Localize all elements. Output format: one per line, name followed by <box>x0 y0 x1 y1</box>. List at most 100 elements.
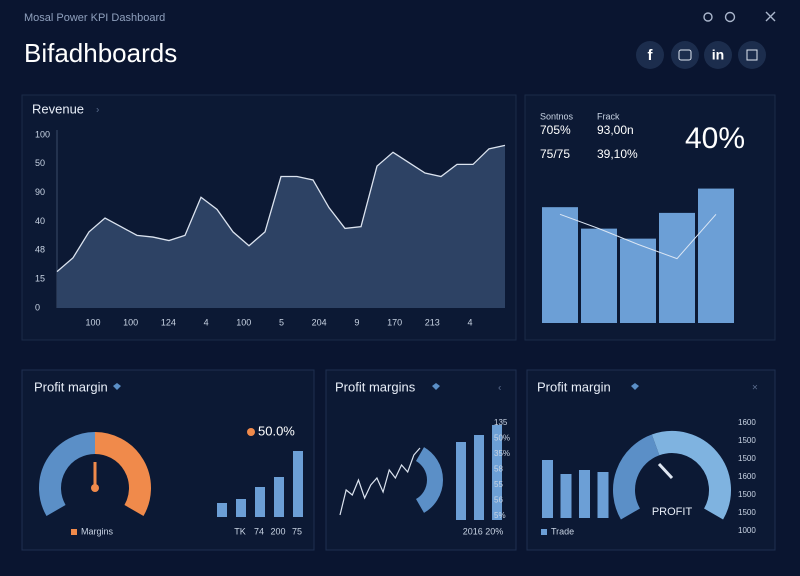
caption: 2016 20% <box>463 526 504 536</box>
bar <box>542 207 578 323</box>
y-tick-label: 1600 <box>738 472 756 481</box>
y-tick-label: 1500 <box>738 508 756 517</box>
x-tick-label: 170 <box>387 317 402 327</box>
legend-swatch <box>541 529 547 535</box>
bar <box>236 499 246 517</box>
bar <box>581 228 617 323</box>
bar-label: 200 <box>270 526 285 536</box>
gauge-arc <box>613 434 660 520</box>
bar <box>620 238 656 323</box>
x-tick-label: 9 <box>354 317 359 327</box>
social: f in <box>636 41 766 69</box>
bar-label: 75 <box>292 526 302 536</box>
y-tick-label: 0 <box>35 302 40 312</box>
y-tick-label: 58 <box>494 465 503 474</box>
y-tick-label: 5% <box>494 511 506 520</box>
y-tick-label: 56 <box>494 496 503 505</box>
bar <box>560 474 572 518</box>
y-tick-label: 50% <box>494 434 510 443</box>
top-icons <box>703 11 776 23</box>
x-tick-label: 4 <box>204 317 209 327</box>
bar <box>293 451 303 517</box>
subtitle: Mosal Power KPI Dashboard <box>24 12 165 24</box>
gauge-arc <box>39 432 96 516</box>
x-tick-label: 100 <box>123 317 138 327</box>
social-label: f <box>648 47 654 64</box>
bar <box>274 477 284 517</box>
x-tick-label: 204 <box>312 317 327 327</box>
line <box>56 144 506 273</box>
bar <box>579 470 590 518</box>
cell: 75/75 <box>540 147 570 161</box>
x-tick-label: 100 <box>85 317 100 327</box>
y-tick-label: 90 <box>35 187 45 197</box>
y-tick-label: 1600 <box>738 418 756 427</box>
gauge-value <box>94 432 151 516</box>
gauge-needle <box>657 462 674 480</box>
cell: 39,10% <box>597 147 638 161</box>
header-cell: Sontnos <box>540 111 574 121</box>
social-button[interactable] <box>704 41 732 69</box>
y-tick-label: 1000 <box>738 526 756 535</box>
icon[interactable] <box>703 12 713 22</box>
y-tick-label: 15 <box>35 274 45 284</box>
close-icon[interactable] <box>765 11 776 22</box>
social-label: in <box>712 47 724 63</box>
header-cell: Frack <box>597 111 620 121</box>
area <box>57 145 505 308</box>
panel <box>526 369 776 551</box>
chevron[interactable]: ‹ <box>498 383 501 394</box>
bar <box>474 435 484 520</box>
x-tick-label: 4 <box>467 317 472 327</box>
y-tick-label: 100 <box>35 129 50 139</box>
y-tick-label: 135 <box>494 418 508 427</box>
legend-swatch <box>71 529 77 535</box>
x-tick-label: 5 <box>279 317 284 327</box>
x-tick-label: 213 <box>425 317 440 327</box>
bar-label: 74 <box>254 526 264 536</box>
bar <box>698 188 734 323</box>
chevron: › <box>96 105 99 116</box>
bar <box>217 503 227 517</box>
bar <box>659 212 695 323</box>
icon[interactable] <box>724 11 736 23</box>
social-button[interactable] <box>636 41 664 69</box>
bar <box>542 460 553 518</box>
x-tick-label: 100 <box>236 317 251 327</box>
social-button[interactable] <box>671 41 699 69</box>
title: Bifadhboards <box>24 38 177 68</box>
value-label: 50.0% <box>258 423 295 438</box>
panel-title: Profit margin <box>537 379 611 394</box>
gauge-arc <box>415 447 443 513</box>
social-button[interactable] <box>738 41 766 69</box>
y-tick-label: 48 <box>35 245 45 255</box>
y-tick-label: 50 <box>35 158 45 168</box>
y-tick-label: 55 <box>494 480 503 489</box>
y-tick-label: 40 <box>35 216 45 226</box>
y-tick-label: 1500 <box>738 436 756 445</box>
gauge-hub <box>91 484 99 492</box>
panel-title: Profit margin <box>34 379 108 394</box>
panel-title: Profit margins <box>335 379 416 394</box>
bar <box>255 487 265 517</box>
gauge-arc <box>651 431 731 520</box>
bar <box>492 425 502 520</box>
close-icon[interactable]: × <box>752 383 758 394</box>
x-tick-label: 124 <box>161 317 176 327</box>
y-tick-label: 35% <box>494 449 510 458</box>
line <box>339 447 421 516</box>
icon <box>746 49 758 61</box>
y-tick-label: 1500 <box>738 454 756 463</box>
legend-label: Trade <box>551 526 574 536</box>
line <box>559 213 717 260</box>
y-tick-label: 1500 <box>738 490 756 499</box>
bar <box>456 442 466 520</box>
panel-title: Revenue <box>32 101 84 116</box>
big-value: 40% <box>685 122 745 155</box>
bar-label: TK <box>234 526 246 536</box>
cell: 705% <box>540 123 571 137</box>
legend-label: Margins <box>81 526 114 536</box>
dot <box>247 428 255 436</box>
bar <box>597 472 609 518</box>
